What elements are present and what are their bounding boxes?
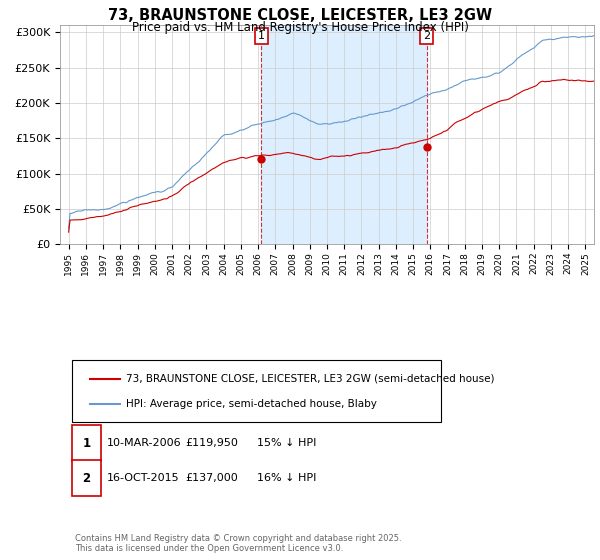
Text: HPI: Average price, semi-detached house, Blaby: HPI: Average price, semi-detached house,… — [126, 399, 377, 409]
Text: 16% ↓ HPI: 16% ↓ HPI — [257, 473, 316, 483]
Bar — [262, 25, 427, 244]
Text: £137,000: £137,000 — [185, 473, 238, 483]
Text: 16-OCT-2015: 16-OCT-2015 — [107, 473, 179, 483]
Text: 15% ↓ HPI: 15% ↓ HPI — [257, 438, 316, 448]
Text: £119,950: £119,950 — [185, 438, 238, 448]
Text: Contains HM Land Registry data © Crown copyright and database right 2025.
This d: Contains HM Land Registry data © Crown c… — [75, 534, 401, 553]
Text: 73, BRAUNSTONE CLOSE, LEICESTER, LE3 2GW (semi-detached house): 73, BRAUNSTONE CLOSE, LEICESTER, LE3 2GW… — [126, 374, 494, 384]
Text: 73, BRAUNSTONE CLOSE, LEICESTER, LE3 2GW: 73, BRAUNSTONE CLOSE, LEICESTER, LE3 2GW — [108, 8, 492, 24]
Text: 2: 2 — [82, 472, 91, 485]
Text: Price paid vs. HM Land Registry's House Price Index (HPI): Price paid vs. HM Land Registry's House … — [131, 21, 469, 34]
Text: 2: 2 — [423, 31, 430, 41]
Text: 1: 1 — [82, 436, 91, 450]
Text: 10-MAR-2006: 10-MAR-2006 — [107, 438, 181, 448]
Text: 1: 1 — [258, 31, 265, 41]
